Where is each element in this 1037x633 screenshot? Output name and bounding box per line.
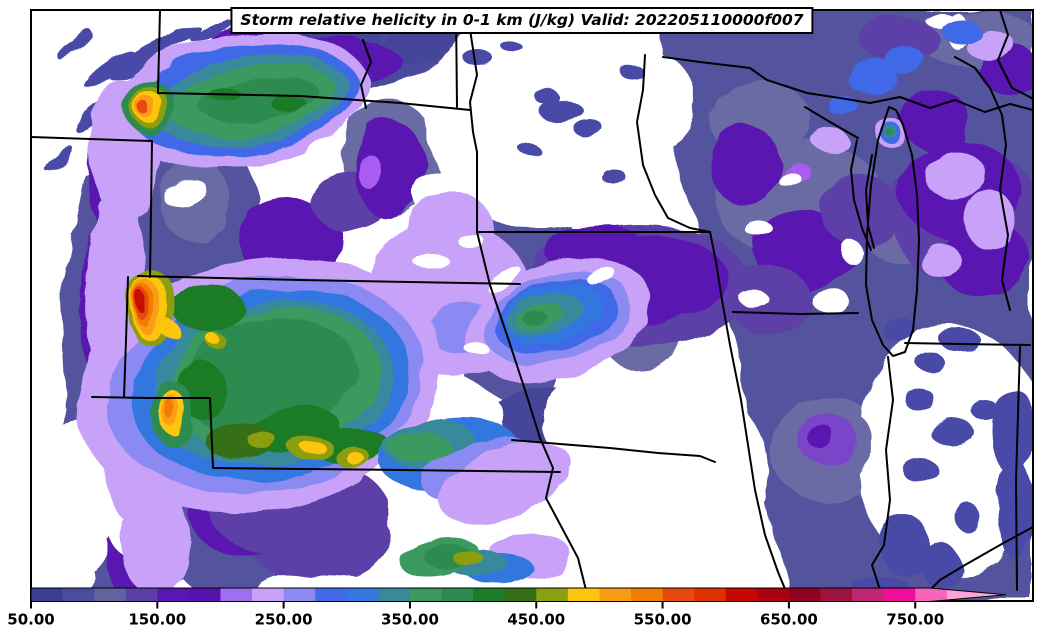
colorbar-segment — [757, 588, 790, 602]
colorbar-segment — [252, 588, 285, 602]
colorbar-segment — [94, 588, 127, 602]
border-utah-east — [123, 276, 129, 398]
colorbar-segment — [852, 588, 885, 602]
border-michigan-indiana — [904, 342, 1031, 346]
border-wyoming-south — [137, 275, 521, 285]
river-missouri-upper — [360, 39, 372, 109]
border-colorado-west — [209, 397, 214, 469]
colorbar-segment — [220, 588, 253, 602]
border-wisconsin-michigan — [804, 106, 859, 139]
shoreline-lake-superior — [662, 56, 1033, 113]
colorbar-segment — [125, 588, 158, 602]
state-borders — [31, 10, 1033, 601]
colorbar-tick-label: 750.00 — [886, 611, 944, 629]
colorbar-segment — [504, 588, 537, 602]
colorbar-segment — [473, 588, 506, 602]
colorbar-tick-label: 450.00 — [507, 611, 565, 629]
colorbar-segment — [315, 588, 348, 602]
colorbar-segment — [536, 588, 569, 602]
border-iowa-missouri — [511, 439, 716, 463]
colorbar-segment — [788, 588, 821, 602]
border-utah-south — [91, 396, 211, 399]
colorbar-tick-label: 650.00 — [760, 611, 818, 629]
colorbar-segments — [31, 588, 1006, 602]
colorbar-ticks: 50.00 150.00 250.00 350.00 450.00 550.00 650.0… — [7, 601, 944, 629]
colorbar-segment — [283, 588, 316, 602]
colorbar-segment — [441, 588, 474, 602]
colorbar-tick-label: 550.00 — [634, 611, 692, 629]
colorbar-segment — [157, 588, 190, 602]
colorbar-segment — [62, 588, 95, 602]
shoreline-door-peninsula — [865, 154, 875, 249]
border-minnesota-east — [636, 54, 711, 233]
border-minnesota-west — [466, 10, 478, 233]
colorbar-segment — [346, 588, 379, 602]
colorbar-segment — [599, 588, 632, 602]
contour-fills — [31, 10, 1033, 601]
colorbar-segment — [631, 588, 664, 602]
colorbar-outline — [30, 587, 1007, 602]
river-mississippi — [709, 231, 791, 601]
border-illinois-wisconsin — [732, 311, 859, 315]
colorbar-segment — [31, 588, 64, 602]
shoreline-lake-huron-a — [997, 10, 1033, 100]
border-illinois-indiana — [871, 356, 894, 591]
colorbar-segment — [820, 588, 853, 602]
colorbar-segment — [567, 588, 600, 602]
border-montana-west — [157, 10, 161, 93]
colorbar-tick-label: 250.00 — [255, 611, 313, 629]
colorbar-tick-label: 150.00 — [128, 611, 186, 629]
colorbar-segment — [915, 588, 948, 602]
colorbar-tick-label: 350.00 — [381, 611, 439, 629]
colorbar-segment — [725, 588, 758, 602]
colorbar-segment — [883, 588, 916, 602]
shoreline-green-bay — [850, 139, 872, 251]
colorbar: 50.00 150.00 250.00 350.00 450.00 550.00 650.0… — [7, 587, 1007, 629]
river-ohio — [927, 526, 1033, 593]
colorbar-segment — [378, 588, 411, 602]
border-colorado-kansas-south — [212, 467, 561, 473]
border-indiana-ohio — [1015, 346, 1021, 591]
colorbar-segment — [409, 588, 443, 602]
colorbar-segment — [662, 588, 695, 602]
colorbar-segment — [188, 588, 221, 602]
colorbar-tick-label: 50.00 — [7, 611, 54, 629]
border-wyoming-west — [149, 140, 153, 278]
border-montana-south — [157, 92, 471, 111]
map-title: Storm relative helicity in 0-1 km (J/kg)… — [230, 7, 814, 34]
border-idaho-south — [31, 136, 153, 142]
shoreline-lake-huron-b — [954, 56, 1011, 311]
colorbar-segment — [694, 588, 727, 602]
river-missouri — [476, 231, 587, 591]
